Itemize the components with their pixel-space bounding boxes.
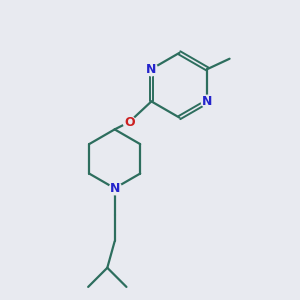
Text: N: N <box>146 62 157 76</box>
Text: N: N <box>110 182 120 195</box>
Text: O: O <box>124 116 135 128</box>
Text: N: N <box>202 95 213 108</box>
